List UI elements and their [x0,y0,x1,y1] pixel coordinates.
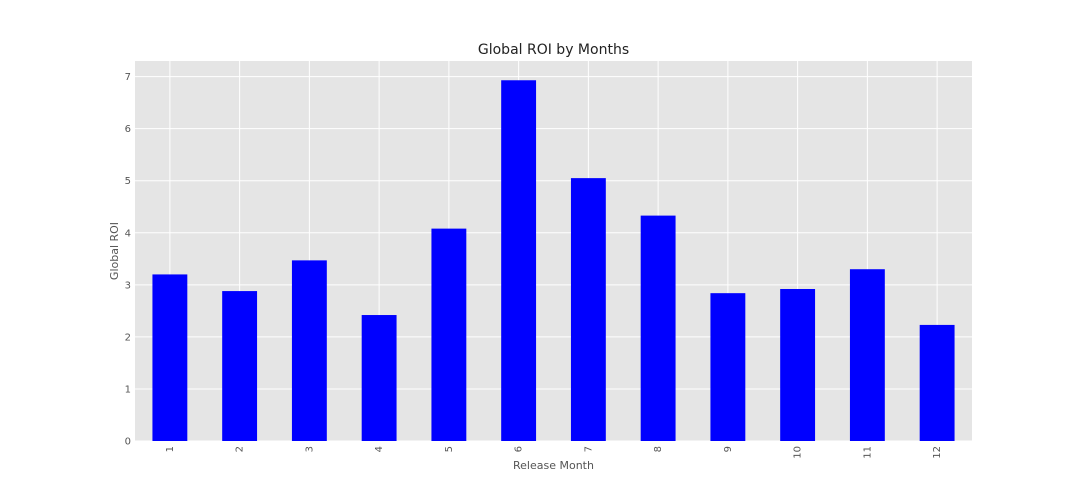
y-tick-label: 1 [125,384,131,395]
bars [152,80,955,441]
chart-title: Global ROI by Months [478,42,629,58]
x-tick-label: 11 [862,446,873,459]
x-tick-label: 6 [514,446,525,452]
bar-month-8 [640,215,676,441]
bar-month-2 [222,291,258,441]
y-tick-label: 0 [125,437,131,448]
y-tick-label: 4 [125,228,131,239]
x-tick-label: 12 [932,446,943,459]
y-axis-label: Global ROI [108,222,121,280]
x-tick-label: 10 [793,446,804,459]
bar-month-4 [361,315,397,441]
y-gridlines [135,76,972,442]
x-tick-label: 8 [653,446,664,452]
x-tick-label: 2 [235,446,246,452]
y-tick-label: 6 [125,124,131,135]
x-tick-label: 4 [374,446,385,452]
bar-month-6 [501,80,537,441]
x-tick-label: 9 [723,446,734,452]
plot-area [135,61,972,441]
bar-month-9 [710,293,746,441]
x-axis-label: Release Month [513,459,594,472]
bar-month-5 [431,228,467,441]
y-tick-label: 5 [125,176,131,187]
x-tick-label: 7 [583,446,594,452]
y-tick-labels: 0 1 2 3 4 5 6 7 [125,72,131,447]
x-tick-label: 5 [444,446,455,452]
x-tick-labels: 1 2 3 4 5 6 7 8 9 10 11 12 [165,446,943,459]
x-tick-label: 3 [304,446,315,452]
bar-month-7 [570,178,606,441]
bar-month-3 [291,260,327,441]
y-tick-label: 3 [125,280,131,291]
y-tick-label: 7 [125,72,131,83]
bar-month-12 [919,324,955,441]
x-tick-label: 1 [165,446,176,452]
bar-month-10 [780,289,816,441]
y-tick-label: 2 [125,332,131,343]
bar-month-1 [152,274,188,441]
bar-month-11 [849,269,885,441]
